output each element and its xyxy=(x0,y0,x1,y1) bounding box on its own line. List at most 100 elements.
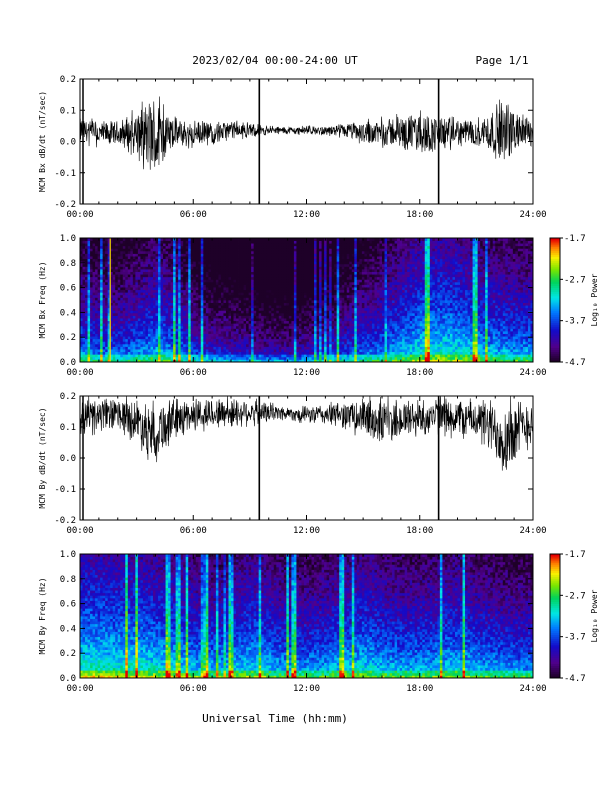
heatmap-cell xyxy=(284,254,287,257)
heatmap-cell xyxy=(276,251,279,254)
heatmap-cell xyxy=(196,352,199,355)
heatmap-cell xyxy=(105,297,108,300)
heatmap-cell xyxy=(251,347,254,350)
heatmap-cell xyxy=(145,272,148,275)
heatmap-cell xyxy=(261,303,264,306)
heatmap-cell xyxy=(276,269,279,272)
heatmap-cell xyxy=(259,241,262,244)
heatmap-cell xyxy=(95,248,98,251)
heatmap-cell xyxy=(276,349,279,352)
heatmap-cell xyxy=(264,303,267,306)
heatmap-cell xyxy=(115,303,118,306)
heatmap-cell xyxy=(261,251,264,254)
heatmap-cell xyxy=(304,308,307,311)
heatmap-cell xyxy=(198,246,201,249)
heatmap-cell xyxy=(130,318,133,321)
heatmap-cell xyxy=(88,251,91,254)
heatmap-cell xyxy=(140,279,143,282)
heatmap-cell xyxy=(198,328,201,331)
heatmap-cell xyxy=(319,344,322,347)
heatmap-cell xyxy=(216,295,219,298)
heatmap-cell xyxy=(213,341,216,344)
heatmap-cell xyxy=(221,241,224,244)
heatmap-cell xyxy=(256,354,259,357)
heatmap-cell xyxy=(203,305,206,308)
heatmap-cell xyxy=(309,285,312,288)
heatmap-cell xyxy=(236,254,239,257)
heatmap-cell xyxy=(198,308,201,311)
heatmap-cell xyxy=(158,259,161,262)
heatmap-cell xyxy=(196,323,199,326)
heatmap-cell xyxy=(123,347,126,350)
heatmap-cell xyxy=(261,279,264,282)
heatmap-cell xyxy=(105,310,108,313)
heatmap-cell xyxy=(314,254,317,257)
heatmap-cell xyxy=(163,254,166,257)
heatmap-cell xyxy=(332,313,335,316)
heatmap-cell xyxy=(140,316,143,319)
heatmap-cell xyxy=(332,248,335,251)
heatmap-cell xyxy=(221,308,224,311)
heatmap-cell xyxy=(312,279,315,282)
heatmap-cell xyxy=(294,241,297,244)
heatmap-cell xyxy=(173,352,176,355)
heatmap-cell xyxy=(148,243,151,246)
heatmap-cell xyxy=(143,349,146,352)
heatmap-cell xyxy=(324,246,327,249)
heatmap-cell xyxy=(271,334,274,337)
heatmap-cell xyxy=(276,254,279,257)
heatmap-cell xyxy=(158,251,161,254)
heatmap-cell xyxy=(161,328,164,331)
heatmap-cell xyxy=(148,328,151,331)
heatmap-cell xyxy=(83,321,86,324)
heatmap-cell xyxy=(88,339,91,342)
heatmap-cell xyxy=(213,323,216,326)
heatmap-cell xyxy=(231,328,234,331)
heatmap-cell xyxy=(251,297,254,300)
heatmap-cell xyxy=(211,310,214,313)
heatmap-cell xyxy=(329,279,332,282)
heatmap-cell xyxy=(188,321,191,324)
heatmap-cell xyxy=(166,259,169,262)
heatmap-cell xyxy=(93,354,96,357)
heatmap-cell xyxy=(269,316,272,319)
heatmap-cell xyxy=(322,349,325,352)
heatmap-cell xyxy=(168,357,171,360)
heatmap-cell xyxy=(228,259,231,262)
heatmap-cell xyxy=(181,243,184,246)
heatmap-cell xyxy=(307,261,310,264)
heatmap-cell xyxy=(168,272,171,275)
heatmap-cell xyxy=(158,285,161,288)
heatmap-cell xyxy=(83,341,86,344)
heatmap-cell xyxy=(213,292,216,295)
heatmap-cell xyxy=(256,349,259,352)
heatmap-cell xyxy=(193,287,196,290)
heatmap-cell xyxy=(216,282,219,285)
heatmap-cell xyxy=(85,349,88,352)
heatmap-cell xyxy=(291,254,294,257)
heatmap-cell xyxy=(322,254,325,257)
heatmap-cell xyxy=(95,331,98,334)
heatmap-cell xyxy=(163,316,166,319)
heatmap-cell xyxy=(304,266,307,269)
heatmap-cell xyxy=(332,357,335,360)
heatmap-cell xyxy=(125,321,128,324)
heatmap-cell xyxy=(143,279,146,282)
heatmap-cell xyxy=(161,339,164,342)
heatmap-cell xyxy=(206,246,209,249)
heatmap-cell xyxy=(249,321,252,324)
heatmap-cell xyxy=(203,290,206,293)
heatmap-cell xyxy=(251,285,254,288)
heatmap-cell xyxy=(281,292,284,295)
heatmap-cell xyxy=(90,318,93,321)
heatmap-cell xyxy=(115,243,118,246)
heatmap-cell xyxy=(286,344,289,347)
heatmap-cell xyxy=(239,269,242,272)
heatmap-cell xyxy=(254,347,257,350)
heatmap-cell xyxy=(95,341,98,344)
heatmap-cell xyxy=(322,308,325,311)
heatmap-cell xyxy=(259,323,262,326)
heatmap-cell xyxy=(135,308,138,311)
heatmap-cell xyxy=(246,357,249,360)
heatmap-cell xyxy=(226,357,229,360)
